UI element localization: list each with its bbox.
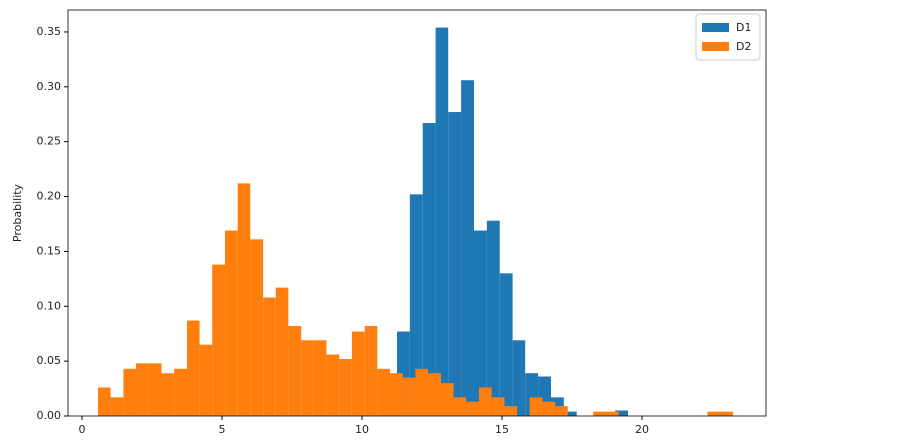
legend-swatch	[702, 42, 729, 51]
histogram-bar	[428, 373, 441, 416]
y-tick-label: 0.00	[37, 409, 62, 422]
histogram-bar	[389, 373, 403, 416]
histogram-bar	[275, 287, 289, 416]
histogram-bar	[402, 377, 416, 416]
histogram-bar	[486, 220, 500, 416]
y-tick-label: 0.30	[37, 80, 62, 93]
histogram-bar	[212, 264, 226, 416]
histogram-bar	[422, 123, 436, 417]
histogram-bar	[605, 411, 619, 416]
histogram-bar	[707, 411, 721, 416]
histogram-bar	[448, 112, 462, 416]
histogram-bar	[339, 358, 352, 416]
histogram-bar	[440, 383, 454, 416]
histogram-bar	[351, 331, 365, 416]
histogram-bar	[123, 368, 137, 416]
x-tick-label: 10	[355, 423, 369, 436]
histogram-bar	[491, 397, 505, 416]
histogram-bar	[250, 239, 264, 416]
histogram-bar	[499, 273, 513, 416]
legend-label: D1	[736, 21, 751, 34]
histogram-bar	[136, 363, 149, 416]
histogram-bar	[473, 230, 487, 416]
histogram-bar	[409, 194, 423, 416]
y-axis-label: Probability	[11, 183, 24, 242]
histogram-bar	[148, 363, 162, 416]
histogram-bar	[225, 230, 238, 416]
histogram-bar	[326, 354, 340, 416]
plot-frame	[67, 9, 767, 417]
histogram-bar	[512, 340, 526, 416]
histogram-bar	[301, 340, 314, 416]
histogram-bar	[461, 80, 474, 417]
histogram-bar	[720, 411, 733, 416]
histogram-bar	[364, 326, 378, 416]
y-tick-label: 0.25	[37, 135, 62, 148]
x-tick-label: 5	[218, 423, 225, 436]
histogram-bar	[288, 326, 302, 416]
histogram-bar	[479, 387, 492, 416]
histogram-bar	[504, 406, 518, 416]
histogram-bar	[415, 368, 429, 416]
y-tick-label: 0.10	[37, 299, 62, 312]
histogram-bar	[453, 397, 467, 416]
histogram-bar	[529, 397, 543, 416]
histogram-bar	[174, 368, 187, 416]
histogram-bar	[97, 387, 111, 416]
histogram-bar	[161, 373, 175, 416]
histogram-bar	[555, 406, 568, 416]
y-tick-label: 0.05	[37, 354, 62, 367]
legend-label: D2	[736, 40, 751, 53]
histogram-bar	[237, 183, 251, 416]
histogram-bar	[615, 410, 628, 416]
histogram-bar	[199, 344, 213, 416]
x-tick-label: 0	[78, 423, 85, 436]
histogram-bar	[186, 320, 200, 416]
x-tick-label: 20	[635, 423, 649, 436]
histogram-bar	[435, 27, 449, 416]
y-tick-label: 0.20	[37, 190, 62, 203]
histogram-bar	[542, 401, 556, 416]
legend-swatch	[702, 23, 729, 32]
histogram-bar	[313, 340, 327, 416]
histogram-bar	[593, 411, 606, 416]
histogram-bar	[563, 411, 577, 416]
x-tick-label: 15	[495, 423, 509, 436]
y-tick-label: 0.15	[37, 244, 62, 257]
histogram-bar	[263, 297, 276, 416]
histogram-bar	[110, 397, 124, 416]
histogram-bar	[466, 401, 480, 416]
y-tick-label: 0.35	[37, 25, 62, 38]
histogram-bar	[377, 368, 390, 416]
